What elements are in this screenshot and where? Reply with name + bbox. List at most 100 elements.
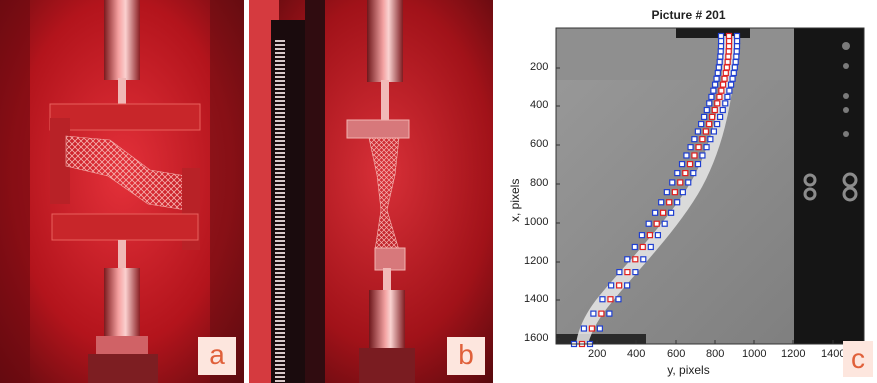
dic-marker-edge — [669, 179, 676, 186]
dic-marker-center — [666, 199, 673, 206]
dic-marker-edge — [707, 136, 714, 143]
x-tick-label: 400 — [627, 348, 646, 360]
dic-marker-center — [671, 189, 678, 196]
dic-marker-center — [624, 268, 631, 276]
y-tick-label: 1000 — [524, 216, 549, 228]
dic-marker-edge — [713, 75, 720, 82]
dic-marker-edge — [706, 100, 713, 107]
dic-marker-center — [724, 58, 731, 66]
dic-marker-edge — [717, 37, 725, 45]
dic-marker-center — [725, 32, 733, 40]
dic-marker-edge — [717, 48, 724, 55]
dic-marker-edge — [632, 268, 639, 276]
dic-marker-center — [702, 128, 709, 135]
y-tick-label: 400 — [530, 99, 549, 111]
dic-marker-center — [714, 100, 721, 107]
dic-marker-edge — [679, 189, 686, 196]
photo-panel-b: b — [249, 0, 493, 383]
dic-marker-edge — [714, 69, 721, 77]
dic-marker-center — [646, 232, 654, 239]
dic-marker-center — [686, 161, 694, 168]
dic-marker-edge — [638, 232, 646, 239]
dic-marker-edge — [717, 43, 725, 50]
dic-marker-edge — [663, 189, 670, 196]
dic-marker-edge — [667, 209, 675, 216]
dic-marker-center — [721, 75, 728, 82]
tensile-test-photo-a — [0, 0, 244, 383]
dic-marker-center — [718, 87, 725, 94]
dic-marker-edge — [683, 152, 690, 159]
dic-marker-center — [588, 325, 596, 332]
dic-marker-center — [725, 48, 732, 55]
dic-marker-center — [677, 179, 684, 186]
dic-marker-edge — [694, 128, 701, 135]
dic-marker-center — [682, 169, 689, 177]
dic-marker-edge — [717, 113, 724, 121]
dic-marker-edge — [698, 120, 705, 128]
dic-marker-edge — [730, 69, 737, 77]
dic-marker-center — [723, 64, 730, 71]
dic-marker-center — [725, 43, 733, 50]
dic-marker-edge — [640, 256, 647, 263]
dic-marker-edge — [690, 169, 697, 177]
dic-marker-edge — [654, 232, 662, 239]
dic-marker-center — [699, 136, 706, 143]
dic-marker-edge — [661, 220, 668, 227]
panel-label-c: c — [843, 341, 873, 377]
plot-title: Picture # 201 — [651, 8, 726, 22]
dic-marker-edge — [658, 199, 665, 206]
dic-marker-center — [616, 282, 623, 289]
y-tick-label: 600 — [530, 138, 549, 150]
dic-marker-edge — [596, 325, 604, 332]
x-tick-label: 600 — [667, 348, 686, 360]
dic-marker-center — [716, 93, 723, 101]
dic-marker-edge — [694, 161, 702, 168]
y-tick-label: 1600 — [524, 332, 549, 344]
y-tick-label: 1200 — [524, 255, 549, 267]
dic-marker-edge — [703, 106, 710, 114]
dic-marker-edge — [715, 64, 722, 71]
dic-marker-edge — [733, 43, 741, 50]
dic-marker-center — [691, 152, 698, 159]
photo-panel-a: a — [0, 0, 244, 383]
dic-marker-edge — [710, 87, 717, 94]
dic-marker-edge — [590, 310, 597, 317]
dic-marker-edge — [685, 179, 692, 186]
dic-marker-edge — [732, 58, 739, 66]
dic-marker-edge — [645, 220, 652, 227]
dic-image-plot — [555, 27, 865, 348]
dic-marker-edge — [580, 325, 588, 332]
x-tick-label: 1400 — [821, 348, 846, 360]
dic-marker-edge — [631, 243, 638, 251]
dic-marker-edge — [616, 268, 623, 276]
dic-marker-center — [659, 209, 667, 216]
dic-marker-edge — [651, 209, 659, 216]
dic-marker-edge — [674, 199, 681, 206]
dic-marker-edge — [624, 256, 631, 263]
dic-marker-center — [607, 296, 614, 303]
dic-marker-center — [598, 310, 605, 317]
dic-marker-edge — [710, 128, 717, 135]
dic-marker-edge — [701, 113, 708, 121]
tensile-test-photo-b — [249, 0, 493, 383]
y-axis-label: x, pixels — [508, 178, 522, 222]
dic-marker-edge — [691, 136, 698, 143]
dic-marker-edge — [647, 243, 654, 251]
dic-marker-edge — [678, 161, 686, 168]
dic-marker-edge — [731, 64, 738, 71]
dic-markers — [570, 32, 741, 348]
dic-plot-panel-c: Picture # 201 — [500, 0, 877, 383]
dic-marker-edge — [703, 144, 710, 151]
dic-marker-edge — [729, 75, 736, 82]
dic-marker-edge — [717, 32, 725, 40]
dic-marker-edge — [714, 120, 721, 128]
dic-marker-edge — [624, 282, 631, 289]
dic-marker-edge — [724, 93, 731, 101]
dic-marker-edge — [711, 81, 719, 88]
dic-marker-edge — [733, 37, 741, 45]
dic-marker-center — [719, 81, 727, 88]
y-tick-label: 800 — [530, 177, 549, 189]
y-tick-label: 200 — [530, 61, 549, 73]
dic-marker-center — [722, 69, 729, 77]
dic-marker-edge — [599, 296, 606, 303]
